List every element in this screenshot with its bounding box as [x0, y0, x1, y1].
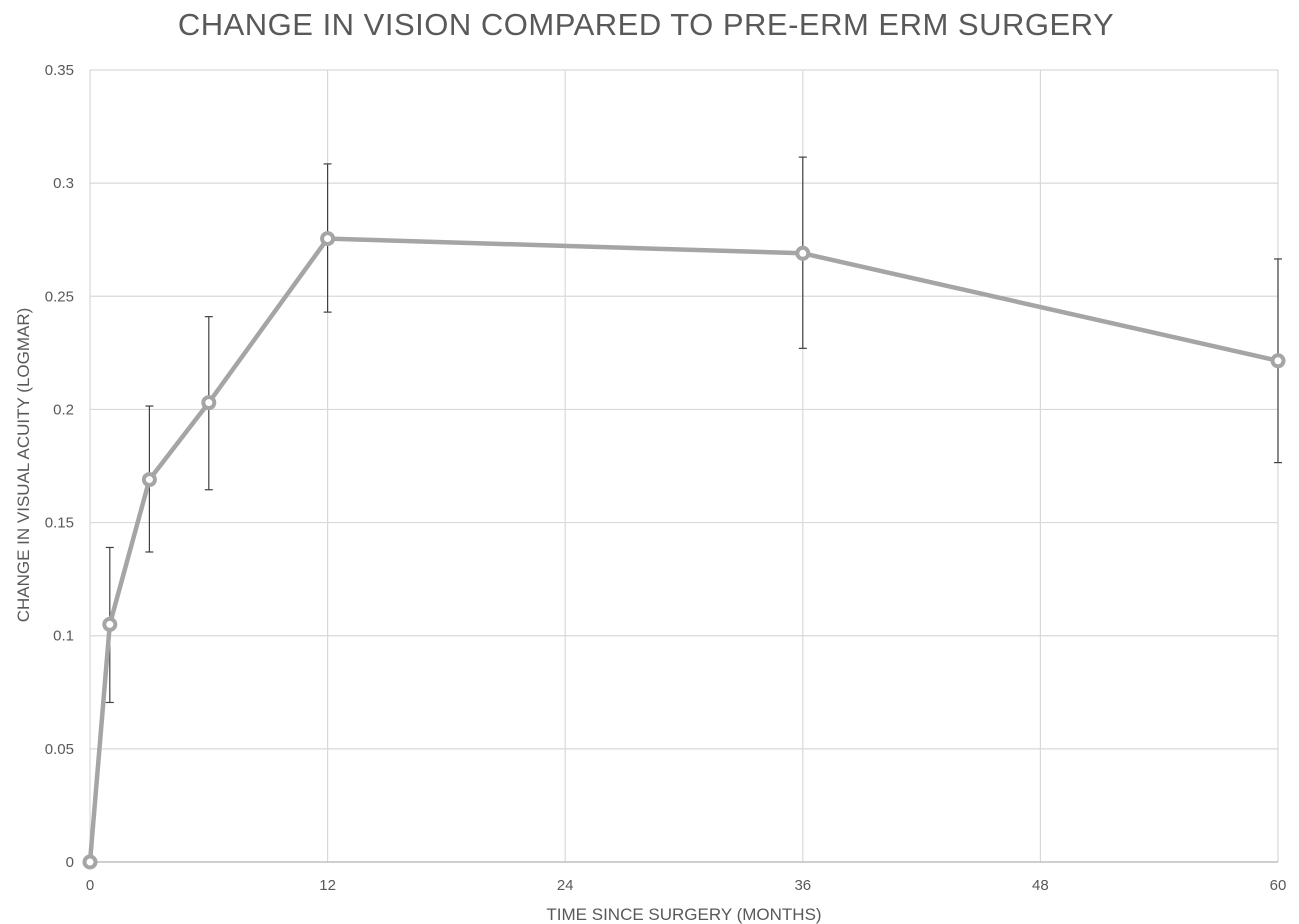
x-tick-label: 48	[1032, 877, 1049, 894]
series-line	[87, 236, 1281, 865]
y-tick-label: 0.35	[45, 62, 74, 79]
data-point	[82, 854, 98, 870]
x-tick-label: 60	[1270, 877, 1287, 894]
tick-labels: 0 0.05 0.1 0.15 0.2 0.25 0.3 0.35 0 12 24 36 48 60	[45, 62, 1287, 894]
data-point	[795, 245, 811, 261]
y-tick-label: 0.2	[53, 401, 74, 418]
data-point	[141, 472, 157, 488]
data-point	[320, 231, 336, 247]
y-tick-label: 0.05	[45, 741, 74, 758]
x-tick-label: 12	[319, 877, 336, 894]
y-tick-label: 0.25	[45, 288, 74, 305]
x-tick-label: 36	[794, 877, 811, 894]
x-tick-label: 0	[86, 877, 94, 894]
chart-title: CHANGE IN VISION COMPARED TO PRE-ERM ERM…	[178, 7, 1114, 42]
y-tick-label: 0	[66, 854, 74, 871]
x-tick-label: 24	[557, 877, 574, 894]
x-axis-title: TIME SINCE SURGERY (MONTHS)	[546, 905, 821, 924]
gridlines	[89, 69, 1279, 862]
error-bars	[105, 156, 1282, 704]
y-tick-label: 0.1	[53, 628, 74, 645]
y-tick-label: 0.15	[45, 515, 74, 532]
series	[87, 236, 1281, 865]
data-points	[82, 231, 1286, 870]
data-point	[102, 616, 118, 632]
data-point	[201, 395, 217, 411]
y-axis-title: CHANGE IN VISUAL ACUITY (LOGMAR)	[14, 308, 33, 623]
data-point	[1270, 353, 1286, 369]
y-tick-label: 0.3	[53, 175, 74, 192]
